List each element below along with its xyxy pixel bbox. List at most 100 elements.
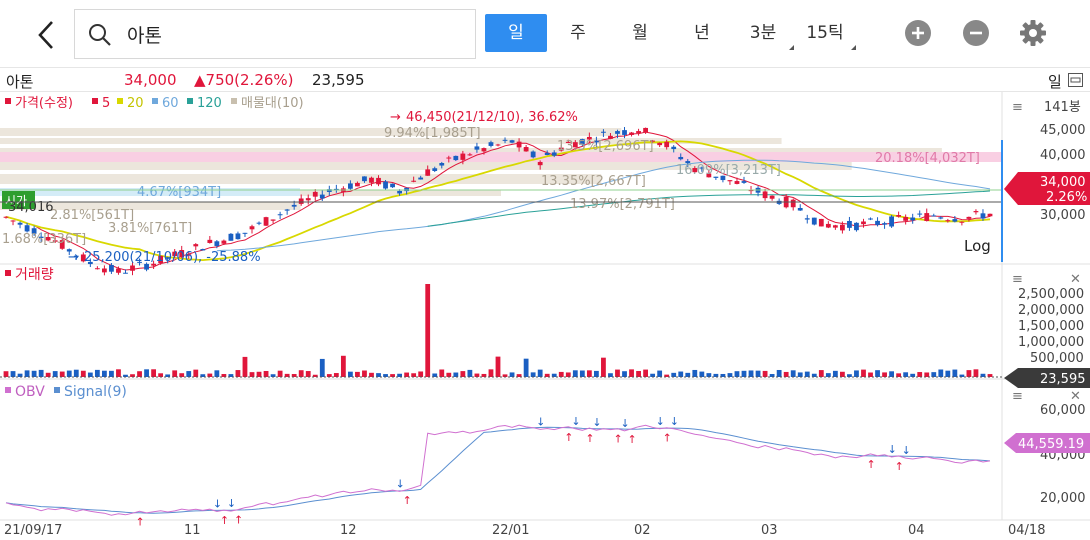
x-tick: 04/18: [1008, 523, 1045, 538]
volume-bar: [966, 370, 972, 377]
candle-body: [446, 157, 452, 159]
buy-arrow-icon: ↑: [628, 433, 637, 446]
menu-lines-icon[interactable]: ≡: [1012, 272, 1023, 287]
candle-body: [818, 218, 824, 227]
x-tick: 02: [634, 523, 651, 538]
profile-band: [0, 160, 852, 170]
legend-swatch-ma20: [117, 98, 123, 104]
candle-body: [453, 155, 459, 161]
volume-bar: [558, 371, 564, 377]
volume-bar: [608, 373, 613, 377]
buy-arrow-icon: ↑: [220, 514, 229, 527]
legend-ma60: 60: [162, 96, 179, 111]
candle-body: [298, 198, 304, 204]
candle-body: [650, 140, 656, 142]
buy-arrow-icon: ↑: [403, 494, 412, 507]
tab-15tick[interactable]: 15틱: [800, 14, 856, 52]
search-input[interactable]: [127, 18, 457, 50]
candle-body: [699, 167, 705, 169]
search-box[interactable]: [74, 9, 476, 59]
candle-body: [825, 223, 831, 228]
volume-bar: [481, 373, 487, 377]
profile-band: [0, 138, 782, 144]
log-scale-toggle[interactable]: Log: [964, 237, 991, 255]
candle-body: [495, 144, 501, 146]
window-toggle-icon[interactable]: [1068, 73, 1083, 87]
candle-body: [966, 216, 972, 219]
candle-body: [671, 146, 677, 150]
volume-bar: [832, 370, 838, 377]
candle-body: [636, 131, 641, 134]
candle-body: [66, 249, 72, 252]
tab-yearly[interactable]: 년: [694, 23, 710, 43]
volume-bar: [945, 370, 951, 377]
candle-body: [832, 225, 838, 228]
close-icon[interactable]: ✕: [1070, 272, 1081, 287]
candle-body: [179, 250, 185, 258]
candle-body: [474, 146, 480, 150]
volume-bar: [446, 372, 452, 377]
volume-bar: [783, 371, 789, 377]
legend-swatch-price: [5, 98, 11, 104]
candle-body: [657, 142, 663, 146]
volume-bar: [502, 374, 508, 377]
profile-band: [0, 202, 301, 210]
candle-body: [144, 263, 149, 270]
low-annotation: 25,200(21/10/06), -25.88%: [84, 250, 261, 265]
profile-label: 3.81%[761T]: [108, 221, 192, 236]
volume-bar: [221, 374, 227, 377]
back-arrow-icon[interactable]: [30, 18, 64, 52]
candle-body: [87, 261, 93, 265]
legend-swatch-ma5: [92, 98, 98, 104]
buy-arrow-icon: ↑: [234, 514, 243, 527]
tab-daily[interactable]: 일: [485, 14, 547, 52]
tab-15tick-label: 15틱: [806, 23, 844, 43]
price-change: ▲750(2.26%): [194, 71, 294, 89]
profile-label: 13.5%[2,696T]: [557, 139, 654, 154]
candle-body: [734, 181, 740, 184]
plus-circle-icon[interactable]: [904, 19, 932, 47]
volume-bar: [530, 372, 536, 377]
volume-bar: [186, 371, 192, 377]
candle-body: [94, 268, 100, 270]
volume-bar: [509, 372, 515, 377]
menu-lines-icon[interactable]: ≡: [1012, 100, 1023, 115]
candle-body: [439, 162, 445, 166]
tab-weekly[interactable]: 주: [570, 23, 586, 43]
candle-body: [186, 254, 192, 256]
candle-body: [797, 207, 803, 211]
candle-body: [59, 240, 65, 249]
tab-3min[interactable]: 3분: [738, 14, 794, 52]
volume-bar: [193, 369, 199, 377]
volume-bar: [664, 374, 670, 377]
candle-body: [790, 199, 796, 208]
volume-bar: [868, 372, 873, 377]
volume-bar: [818, 370, 824, 377]
current-price-tag-value: 34,000: [1040, 175, 1086, 190]
volume-bar: [109, 370, 114, 377]
candle-body: [692, 168, 698, 173]
volume-y-axis: ≡ ✕ 2,500,000 2,000,000 1,500,000 1,000,…: [1012, 272, 1084, 366]
menu-lines-icon[interactable]: ≡: [1012, 389, 1023, 404]
volume-bar: [52, 371, 58, 377]
volume-bar: [277, 370, 283, 377]
candle-body: [931, 215, 937, 217]
profile-label: 1.68%[336T]: [2, 232, 86, 247]
close-icon[interactable]: ✕: [1070, 389, 1081, 404]
buy-arrow-icon: ↑: [136, 515, 145, 528]
candle-body: [200, 249, 206, 251]
candle-body: [558, 147, 564, 151]
candle-body: [369, 177, 374, 183]
volume-bar: [699, 371, 705, 377]
obv-y-axis: ≡ ✕ 60,000 40,000 20,000: [1012, 389, 1086, 506]
candle-body: [31, 228, 37, 234]
candle-body: [882, 223, 887, 225]
stock-chart[interactable]: ↑ ↓ ↑ ↓ ↑ ↓ ↑ ↓ ↑ ↓ ↑ ↓ ↑ ↓ ↑ ↓ ↑ ↓ ↑ ↓ ↑ ↓ 가격(수정) 5 20 60 12…: [0, 92, 1090, 540]
volume-bar: [460, 371, 466, 377]
minus-circle-icon[interactable]: [962, 19, 990, 47]
gear-icon[interactable]: [1019, 19, 1047, 47]
candle-body: [284, 209, 290, 211]
tab-monthly[interactable]: 월: [632, 23, 648, 43]
y-tick: 40,000: [1040, 148, 1086, 163]
volume-bar: [390, 374, 395, 377]
